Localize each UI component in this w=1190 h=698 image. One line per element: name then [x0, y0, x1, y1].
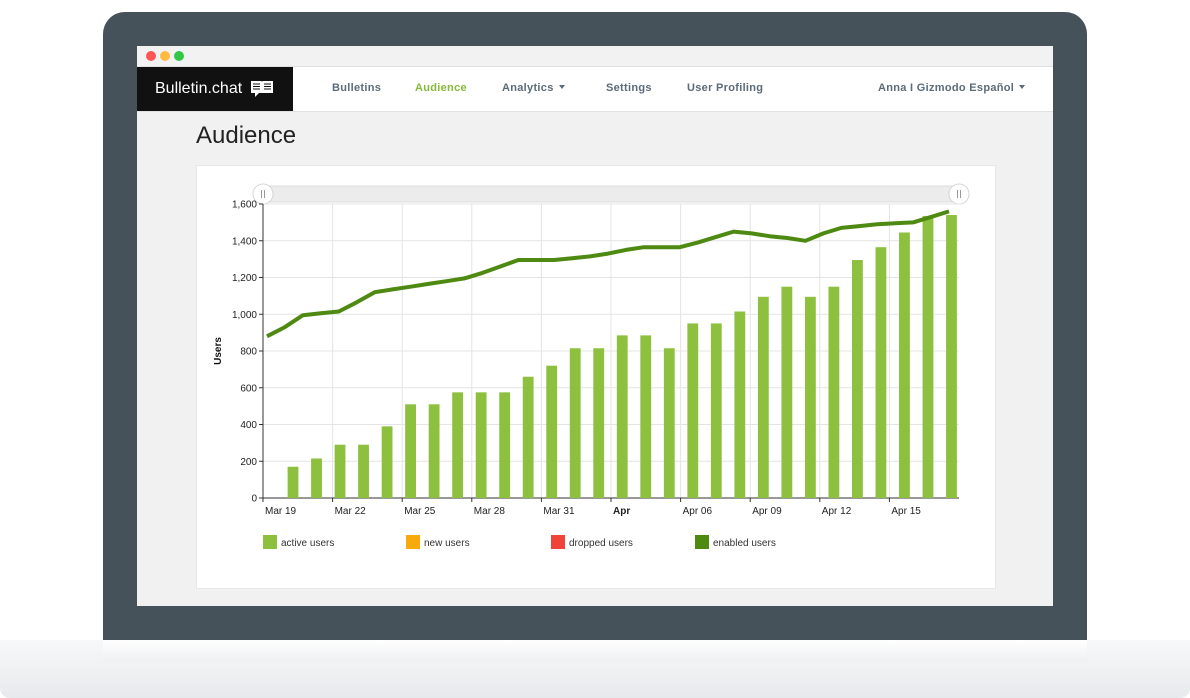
bar-active-users[interactable] [569, 348, 581, 498]
bar-active-users[interactable] [499, 392, 511, 498]
bar-active-users[interactable] [757, 296, 769, 498]
y-tick-label: 600 [240, 383, 257, 394]
y-axis-label: Users [213, 337, 224, 365]
book-chat-icon [251, 81, 274, 97]
bar-active-users[interactable] [946, 215, 957, 498]
y-tick-label: 1,400 [232, 236, 257, 247]
x-tick-label: Mar 31 [543, 506, 575, 517]
legend-swatch [406, 535, 420, 549]
x-tick-label: Apr 15 [891, 506, 921, 517]
bar-active-users[interactable] [828, 286, 840, 498]
page-title: Audience [196, 122, 297, 149]
bar-active-users[interactable] [875, 247, 887, 498]
x-tick-label: Apr 09 [752, 506, 782, 517]
account-menu[interactable]: Anna I Gizmodo Español [878, 82, 1026, 94]
top-navbar: Bulletin.chat Bulletins Audience Analyti… [137, 67, 1053, 112]
bar-active-users[interactable] [922, 215, 934, 498]
legend-label: active users [281, 538, 334, 549]
nav-settings[interactable]: Settings [606, 82, 652, 94]
bar-active-users[interactable] [663, 348, 675, 498]
legend-swatch [551, 535, 565, 549]
bar-active-users[interactable] [311, 458, 322, 498]
x-tick-label: Mar 25 [404, 506, 436, 517]
bar-active-users[interactable] [687, 323, 699, 498]
bar-active-users[interactable] [475, 392, 487, 498]
bar-active-users[interactable] [287, 466, 299, 498]
bar-active-users[interactable] [522, 376, 534, 498]
y-tick-label: 800 [240, 347, 257, 358]
bar-active-users[interactable] [452, 392, 464, 498]
y-tick-label: 1,000 [232, 310, 257, 321]
bar-active-users[interactable] [546, 365, 558, 498]
bar-active-users[interactable] [804, 296, 816, 498]
bar-active-users[interactable] [852, 260, 863, 498]
bar-active-users[interactable] [640, 335, 652, 498]
maximize-window-button[interactable] [174, 51, 184, 61]
brand-logo[interactable]: Bulletin.chat [137, 67, 293, 111]
bar-active-users[interactable] [381, 426, 393, 498]
range-handle-right[interactable] [948, 183, 970, 205]
browser-window: Bulletin.chat Bulletins Audience Analyti… [137, 46, 1053, 606]
x-tick-label: Apr 12 [822, 506, 852, 517]
x-tick-label: Mar 19 [265, 506, 297, 517]
nav-audience[interactable]: Audience [415, 82, 467, 94]
bar-active-users[interactable] [405, 404, 416, 498]
legend-swatch [695, 535, 709, 549]
close-window-button[interactable] [146, 51, 156, 61]
chevron-down-icon [1019, 85, 1026, 89]
y-tick-label: 1,200 [232, 273, 257, 284]
bar-active-users[interactable] [334, 444, 346, 498]
bar-active-users[interactable] [734, 311, 746, 498]
laptop-base [0, 640, 1190, 698]
legend-label: dropped users [569, 538, 633, 549]
bar-active-users[interactable] [781, 286, 793, 498]
bar-active-users[interactable] [616, 335, 628, 498]
line-enabled-users[interactable] [266, 209, 950, 339]
legend-label: enabled users [713, 538, 776, 549]
y-tick-label: 1,600 [232, 200, 257, 211]
brand-name: Bulletin.chat [155, 80, 243, 97]
legend-label: new users [424, 538, 470, 549]
bar-active-users[interactable] [899, 232, 910, 498]
x-tick-label: Mar 22 [335, 506, 367, 517]
legend-swatch [263, 535, 277, 549]
bar-active-users[interactable] [710, 323, 722, 498]
audience-chart: 0 200 400 600 800 1,000 1,200 1,400 1,600 Mar 19 M… [213, 183, 970, 549]
x-tick-label: Apr [613, 506, 630, 517]
x-tick-label: Mar 28 [474, 506, 506, 517]
chevron-down-icon [558, 85, 565, 89]
bar-active-users[interactable] [593, 348, 605, 498]
chart-card: 0 200 400 600 800 1,000 1,200 1,400 1,600 Mar 19 M… [196, 165, 996, 589]
y-tick-label: 400 [240, 420, 257, 431]
x-tick-label: Apr 06 [683, 506, 713, 517]
bar-active-users[interactable] [358, 444, 369, 498]
bar-active-users[interactable] [428, 404, 440, 498]
range-selector-track[interactable] [262, 185, 960, 203]
nav-analytics[interactable]: Analytics [502, 82, 565, 94]
nav-user-profiling[interactable]: User Profiling [687, 82, 764, 94]
minimize-window-button[interactable] [160, 51, 170, 61]
window-titlebar [137, 46, 1053, 67]
y-tick-label: 0 [251, 494, 257, 505]
nav-bulletins[interactable]: Bulletins [332, 82, 382, 94]
y-tick-label: 200 [240, 457, 257, 468]
